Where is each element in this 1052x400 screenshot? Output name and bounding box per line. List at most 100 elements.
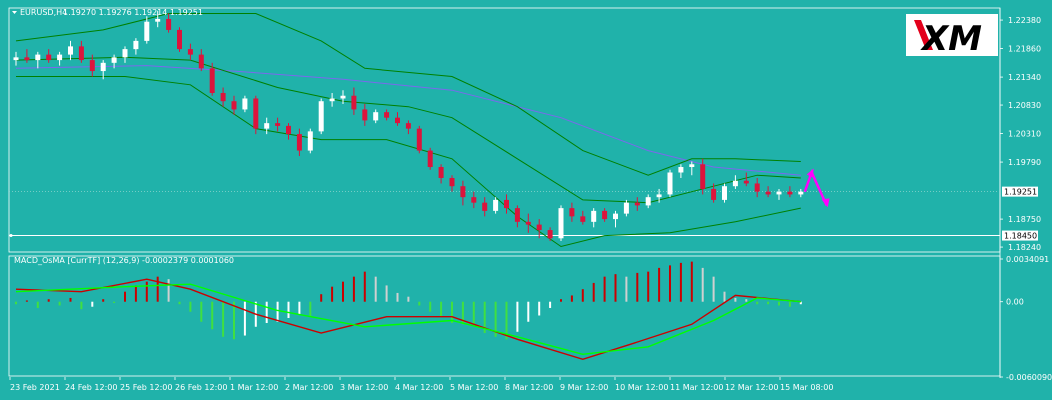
candle	[525, 213, 531, 233]
macd-histogram-bar	[124, 291, 126, 302]
candle	[296, 128, 302, 157]
dropdown-triangle-icon[interactable]	[12, 11, 17, 14]
macd-histogram-bar	[701, 267, 704, 302]
macd-histogram-bar	[156, 276, 159, 302]
candle-body	[24, 57, 30, 61]
macd-histogram-bar	[756, 301, 759, 305]
macd-histogram-bar	[647, 271, 650, 302]
macd-histogram-bar	[211, 301, 214, 330]
candle-body	[351, 95, 357, 110]
candle	[405, 120, 411, 135]
candle-body	[580, 216, 586, 222]
candle-body	[689, 164, 695, 168]
macd-main-line	[15, 278, 801, 361]
candle	[656, 188, 662, 203]
candle	[275, 117, 281, 132]
macd-histogram-bar	[200, 301, 203, 322]
candle-body	[656, 194, 662, 198]
candle-body	[427, 150, 433, 168]
macd-histogram-bar	[560, 299, 562, 302]
candle-body	[438, 167, 444, 178]
macd-histogram-bar	[36, 301, 39, 308]
candle	[46, 49, 52, 63]
candle	[122, 46, 128, 63]
time-tick-label: 2 Mar 12:00	[285, 383, 333, 392]
candle-body	[384, 112, 390, 118]
candle-body	[275, 123, 281, 126]
price-tick-label: 1.21340	[1008, 73, 1041, 82]
macd-histogram-bar	[690, 261, 693, 302]
time-tick-label: 11 Mar 12:00	[670, 383, 723, 392]
hline-anchor-handle[interactable]	[9, 234, 13, 238]
candle	[351, 87, 357, 115]
candle-body	[209, 68, 215, 93]
candle-body	[242, 98, 248, 110]
candle-body	[264, 123, 270, 129]
macd-histogram-bar	[15, 301, 17, 305]
candle	[253, 95, 259, 135]
macd-histogram-bar	[614, 274, 617, 302]
candle-body	[155, 18, 161, 22]
candle-body	[253, 98, 259, 129]
candle-body	[667, 172, 673, 195]
candle-body	[100, 62, 106, 72]
candle	[198, 49, 204, 72]
candle-body	[35, 54, 41, 61]
price-tick-label: 1.19790	[1008, 158, 1041, 167]
price-marker-box	[1002, 230, 1038, 241]
macd-indicator-label: MACD_OsMA [CurrTF] (12,26,9) -0.0002379 …	[14, 256, 234, 265]
macd-histogram-bar	[788, 301, 791, 307]
time-tick-label: 1 Mar 12:00	[230, 383, 278, 392]
time-tick-label: 8 Mar 12:00	[505, 383, 553, 392]
time-tick-label: 26 Feb 12:00	[175, 383, 227, 392]
candle-body	[787, 191, 793, 195]
macd-histogram-bar	[712, 276, 715, 302]
candle	[187, 43, 193, 61]
candle	[68, 40, 73, 61]
candle-body	[536, 224, 542, 231]
candle-body	[416, 128, 422, 151]
macd-histogram-bar	[734, 297, 737, 302]
time-tick-label: 12 Mar 12:00	[725, 383, 778, 392]
candle-body	[754, 183, 760, 192]
time-tick-label: 24 Feb 12:00	[65, 383, 117, 392]
macd-histogram-bar	[549, 301, 552, 308]
price-marker-label: 1.18450	[1004, 232, 1037, 241]
time-tick-label: 10 Mar 12:00	[615, 383, 668, 392]
time-tick-label: 4 Mar 12:00	[395, 383, 443, 392]
macd-histogram-bar	[363, 271, 366, 302]
candle	[220, 87, 226, 107]
candle	[623, 199, 629, 217]
macd-histogram-bar	[47, 299, 50, 302]
macd-histogram-bar	[592, 282, 595, 302]
candle-body	[296, 134, 302, 151]
arrow-down-head	[821, 198, 830, 208]
candle-body	[504, 199, 509, 209]
macd-histogram-bar	[331, 286, 334, 302]
candle	[100, 60, 106, 80]
time-tick-label: 3 Mar 12:00	[340, 383, 388, 392]
macd-tick-label: 0.00	[1006, 298, 1024, 307]
price-panel-frame	[8, 7, 1001, 253]
candle	[645, 194, 651, 209]
macd-histogram-bar	[570, 295, 573, 302]
candle	[384, 109, 390, 121]
candle	[177, 27, 182, 52]
candle	[133, 38, 139, 55]
candle-body	[329, 98, 335, 102]
moving-average-line	[15, 65, 801, 176]
candle-body	[220, 92, 226, 102]
macd-histogram-bar	[298, 301, 301, 315]
candle	[504, 194, 509, 214]
candle	[307, 128, 313, 154]
candle-body	[722, 186, 727, 200]
price-marker-box	[1002, 186, 1038, 197]
macd-tick-label: 0.0034091	[1006, 255, 1049, 264]
macd-histogram-bar	[778, 301, 780, 306]
candle	[732, 175, 738, 189]
candle	[35, 51, 41, 69]
candle	[340, 90, 346, 104]
candle	[155, 10, 161, 28]
